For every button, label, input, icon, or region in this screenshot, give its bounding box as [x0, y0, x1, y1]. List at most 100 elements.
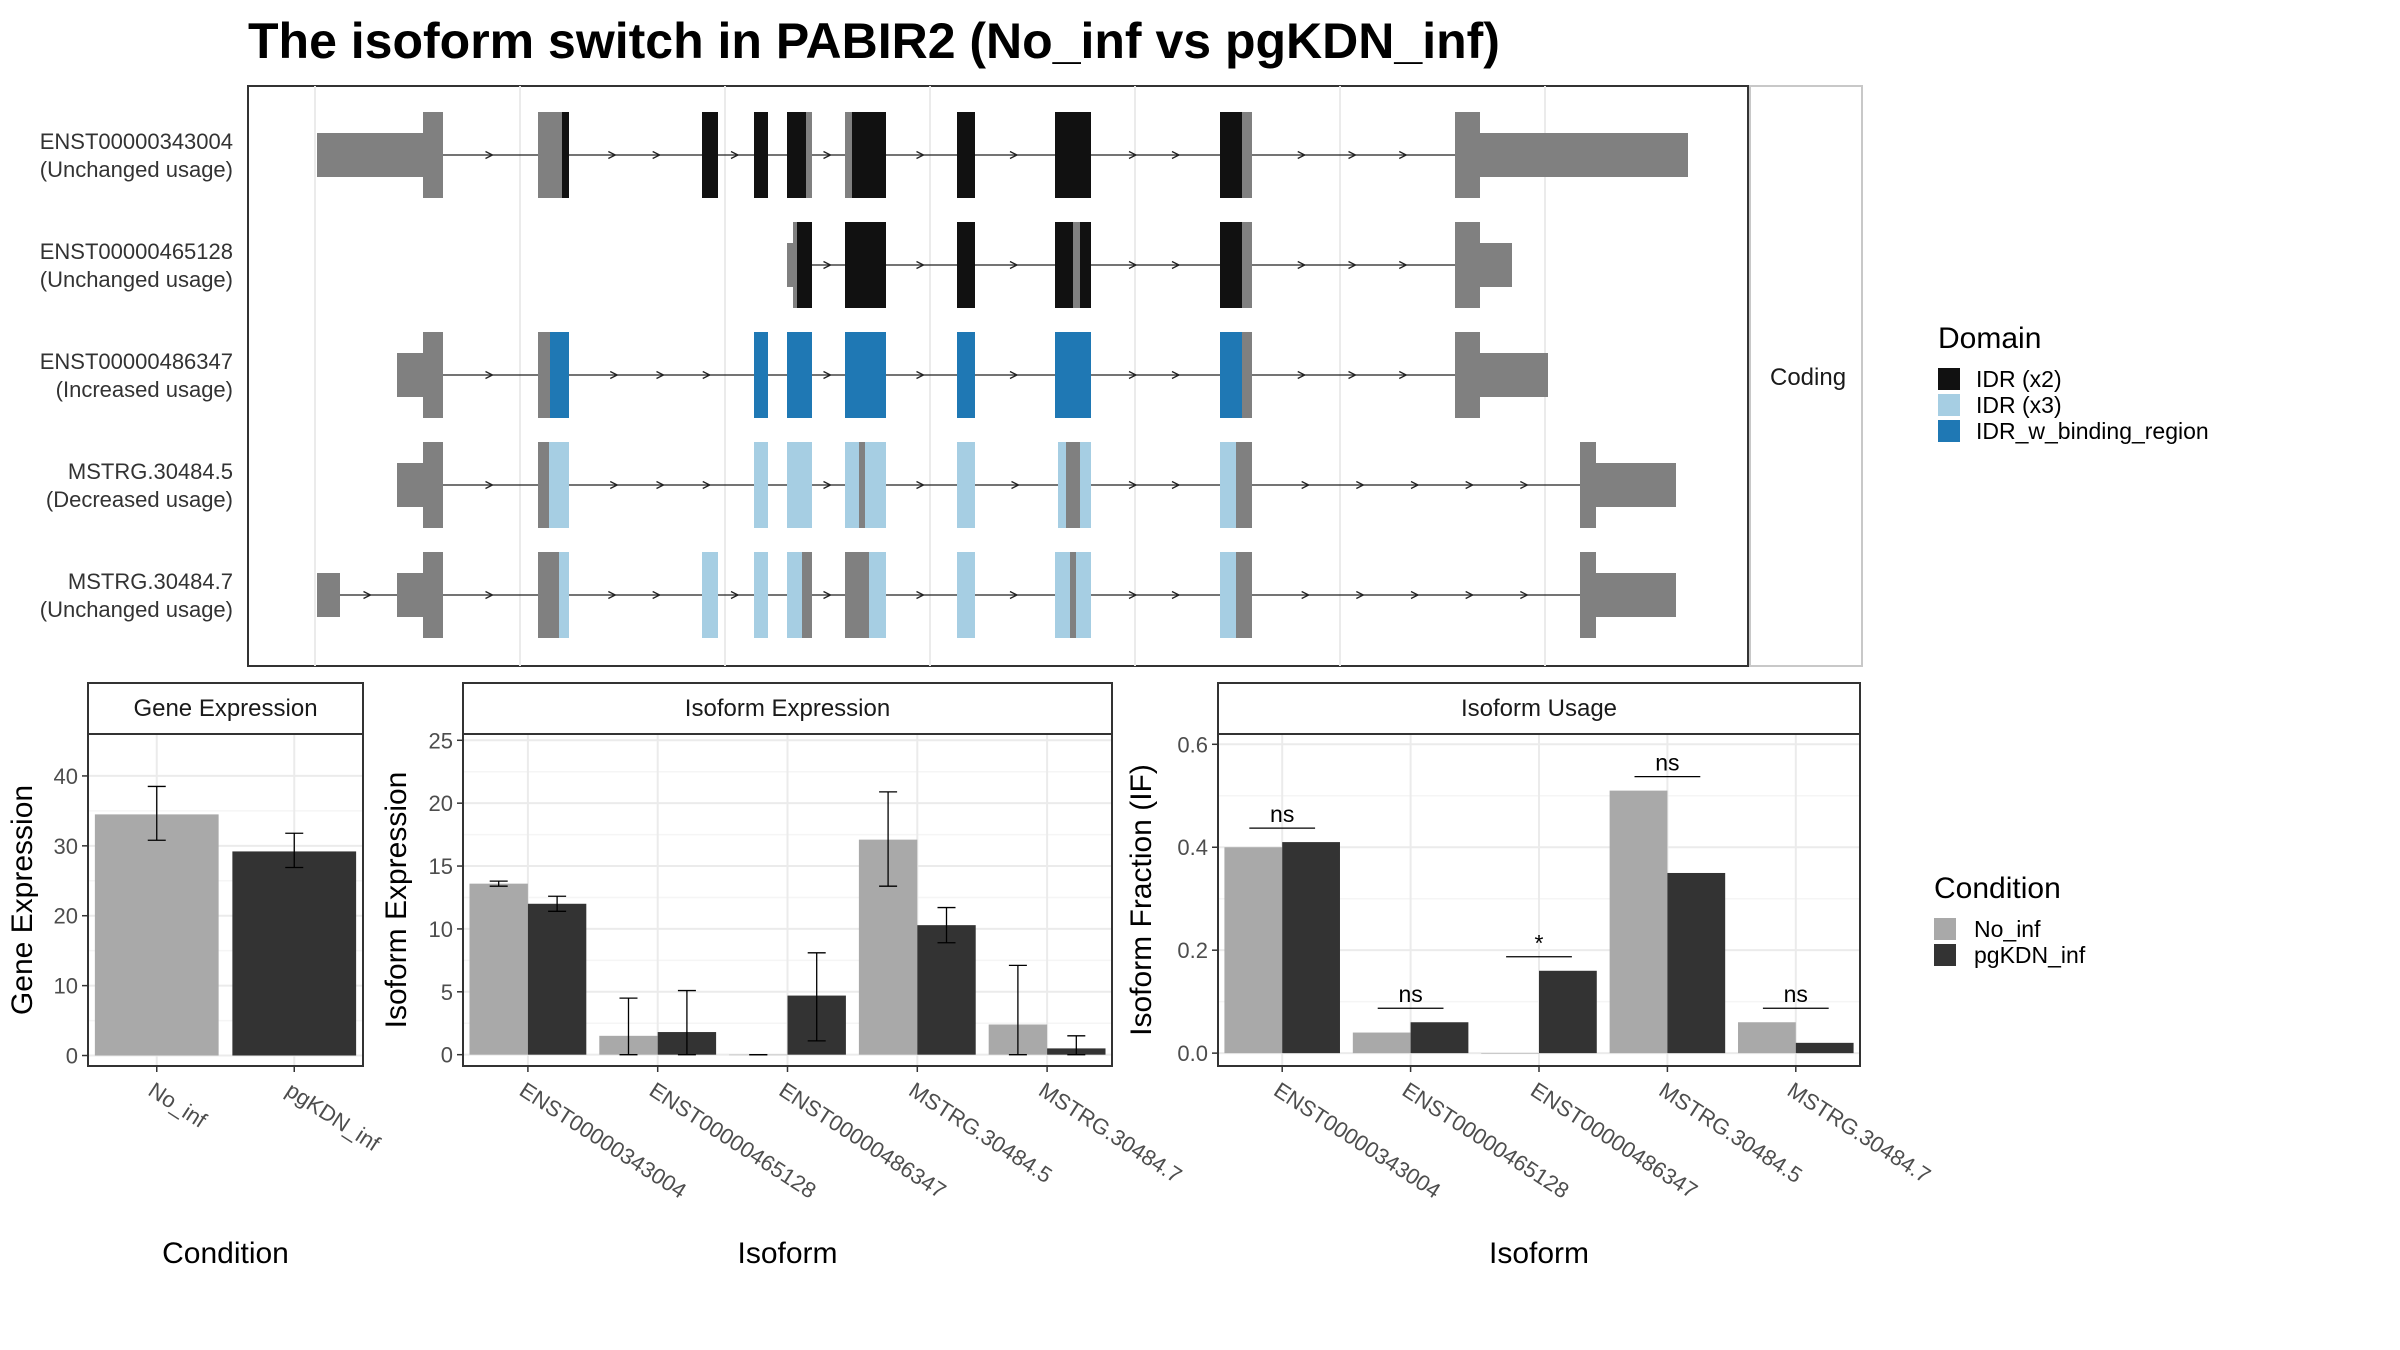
exon-segment — [754, 332, 768, 418]
isoform-structure-row: ENST00000465128 (Unchanged usage) — [40, 222, 1512, 308]
condition-legend-key — [1934, 918, 1956, 940]
exon-segment — [538, 442, 549, 528]
exon-segment — [845, 222, 886, 308]
strand-arrow — [1465, 480, 1475, 490]
exon-segment — [845, 552, 869, 638]
exon-segment — [1220, 332, 1242, 418]
strand-arrow — [1009, 150, 1019, 160]
isoform-usage-label: (Unchanged usage) — [40, 597, 233, 622]
exon-segment — [1055, 112, 1091, 198]
plot-border — [87, 733, 364, 1067]
chart-title: Gene Expression — [133, 695, 317, 722]
domain-legend-label: IDR_w_binding_region — [1976, 418, 2209, 444]
exon-segment — [1066, 442, 1080, 528]
strand-arrow — [730, 590, 740, 600]
exon-segment — [845, 332, 886, 418]
y-tick-label: 25 — [429, 728, 453, 753]
exon-segment — [1073, 222, 1080, 308]
exon-segment — [1236, 552, 1252, 638]
isoform-structure-row: MSTRG.30484.5 (Decreased usage) — [46, 442, 1676, 528]
x-axis-title: Isoform — [1489, 1237, 1589, 1270]
bar — [1738, 1022, 1796, 1054]
exon-segment — [423, 112, 443, 198]
exon-segment — [754, 552, 768, 638]
strand-arrow — [652, 150, 662, 160]
exon-segment — [787, 442, 812, 528]
strand-arrow — [1348, 150, 1357, 160]
bar — [1352, 1032, 1411, 1054]
chart-title-strip — [87, 682, 364, 735]
exon-segment — [1242, 112, 1252, 198]
exon-segment — [1220, 112, 1242, 198]
y-tick-label: 40 — [54, 764, 78, 789]
y-axis-title: Isoform Fraction (IF) — [1125, 764, 1158, 1036]
strand-arrow — [609, 370, 619, 380]
strand-arrow — [656, 370, 665, 380]
strand-arrow — [1171, 150, 1181, 160]
isoform-expression-chart: Isoform Expression0510152025ENST00000343… — [380, 682, 1186, 1270]
bar — [1795, 1042, 1854, 1054]
exon-segment — [423, 552, 443, 638]
error-bar — [677, 989, 696, 1056]
exon-segment — [1242, 222, 1252, 308]
isoform-structure-row: MSTRG.30484.7 (Unchanged usage) — [40, 552, 1676, 638]
exon-segment — [787, 552, 802, 638]
strand-arrow — [1297, 370, 1307, 380]
strand-arrow — [1009, 370, 1019, 380]
significance-label: * — [1535, 930, 1544, 956]
y-tick-label: 0.2 — [1177, 938, 1208, 963]
exon-segment — [1455, 332, 1480, 418]
strand-arrow — [1520, 480, 1529, 490]
significance-label: ns — [1784, 981, 1808, 1007]
significance-label: ns — [1655, 750, 1679, 776]
exon-segment — [538, 112, 562, 198]
strand-arrow — [1009, 260, 1019, 270]
strand-arrow — [1410, 590, 1420, 600]
strand-arrow — [1356, 590, 1365, 600]
domain-legend-title: Domain — [1938, 322, 2041, 355]
x-tick-label: MSTRG.30484.7 — [1034, 1077, 1186, 1188]
domain-legend-key — [1938, 420, 1960, 442]
y-tick-label: 20 — [429, 791, 453, 816]
error-bar — [937, 906, 956, 944]
isoform-usage-label: (Unchanged usage) — [40, 157, 233, 182]
figure-title: The isoform switch in PABIR2 (No_inf vs … — [248, 13, 1500, 69]
y-tick-label: 0 — [66, 1044, 78, 1069]
isoform-id-label: ENST00000343004 — [40, 129, 233, 154]
error-bar — [548, 895, 567, 912]
condition-legend-label: No_inf — [1974, 916, 2041, 942]
x-axis-title: Isoform — [737, 1237, 837, 1270]
strand-arrow — [485, 590, 494, 600]
x-axis-title: Condition — [162, 1237, 289, 1270]
exon-segment — [423, 442, 443, 528]
exon-segment — [317, 133, 423, 177]
domain-legend-key — [1938, 368, 1960, 390]
strand-arrow — [1297, 150, 1307, 160]
error-bar — [285, 832, 304, 869]
condition-legend-label: pgKDN_inf — [1974, 942, 2086, 968]
exon-segment — [957, 222, 975, 308]
strand-arrow — [1171, 480, 1181, 490]
strand-arrow — [823, 590, 832, 600]
error-bar — [1008, 964, 1027, 1056]
exon-segment — [754, 112, 768, 198]
exon-segment — [1580, 552, 1596, 638]
exon-segment — [397, 573, 423, 617]
exon-segment — [538, 332, 550, 418]
exon-segment — [797, 222, 812, 308]
exon-segment — [1455, 112, 1480, 198]
strand-arrow — [1009, 590, 1019, 600]
exon-segment — [423, 332, 443, 418]
exon-segment — [787, 112, 806, 198]
exon-segment — [702, 552, 718, 638]
structure-facet-strip — [1749, 85, 1863, 667]
exon-segment — [559, 552, 569, 638]
isoform-id-label: MSTRG.30484.7 — [68, 569, 233, 594]
strand-arrow — [823, 480, 832, 490]
error-bar — [807, 952, 826, 1042]
strand-arrow — [916, 260, 925, 270]
